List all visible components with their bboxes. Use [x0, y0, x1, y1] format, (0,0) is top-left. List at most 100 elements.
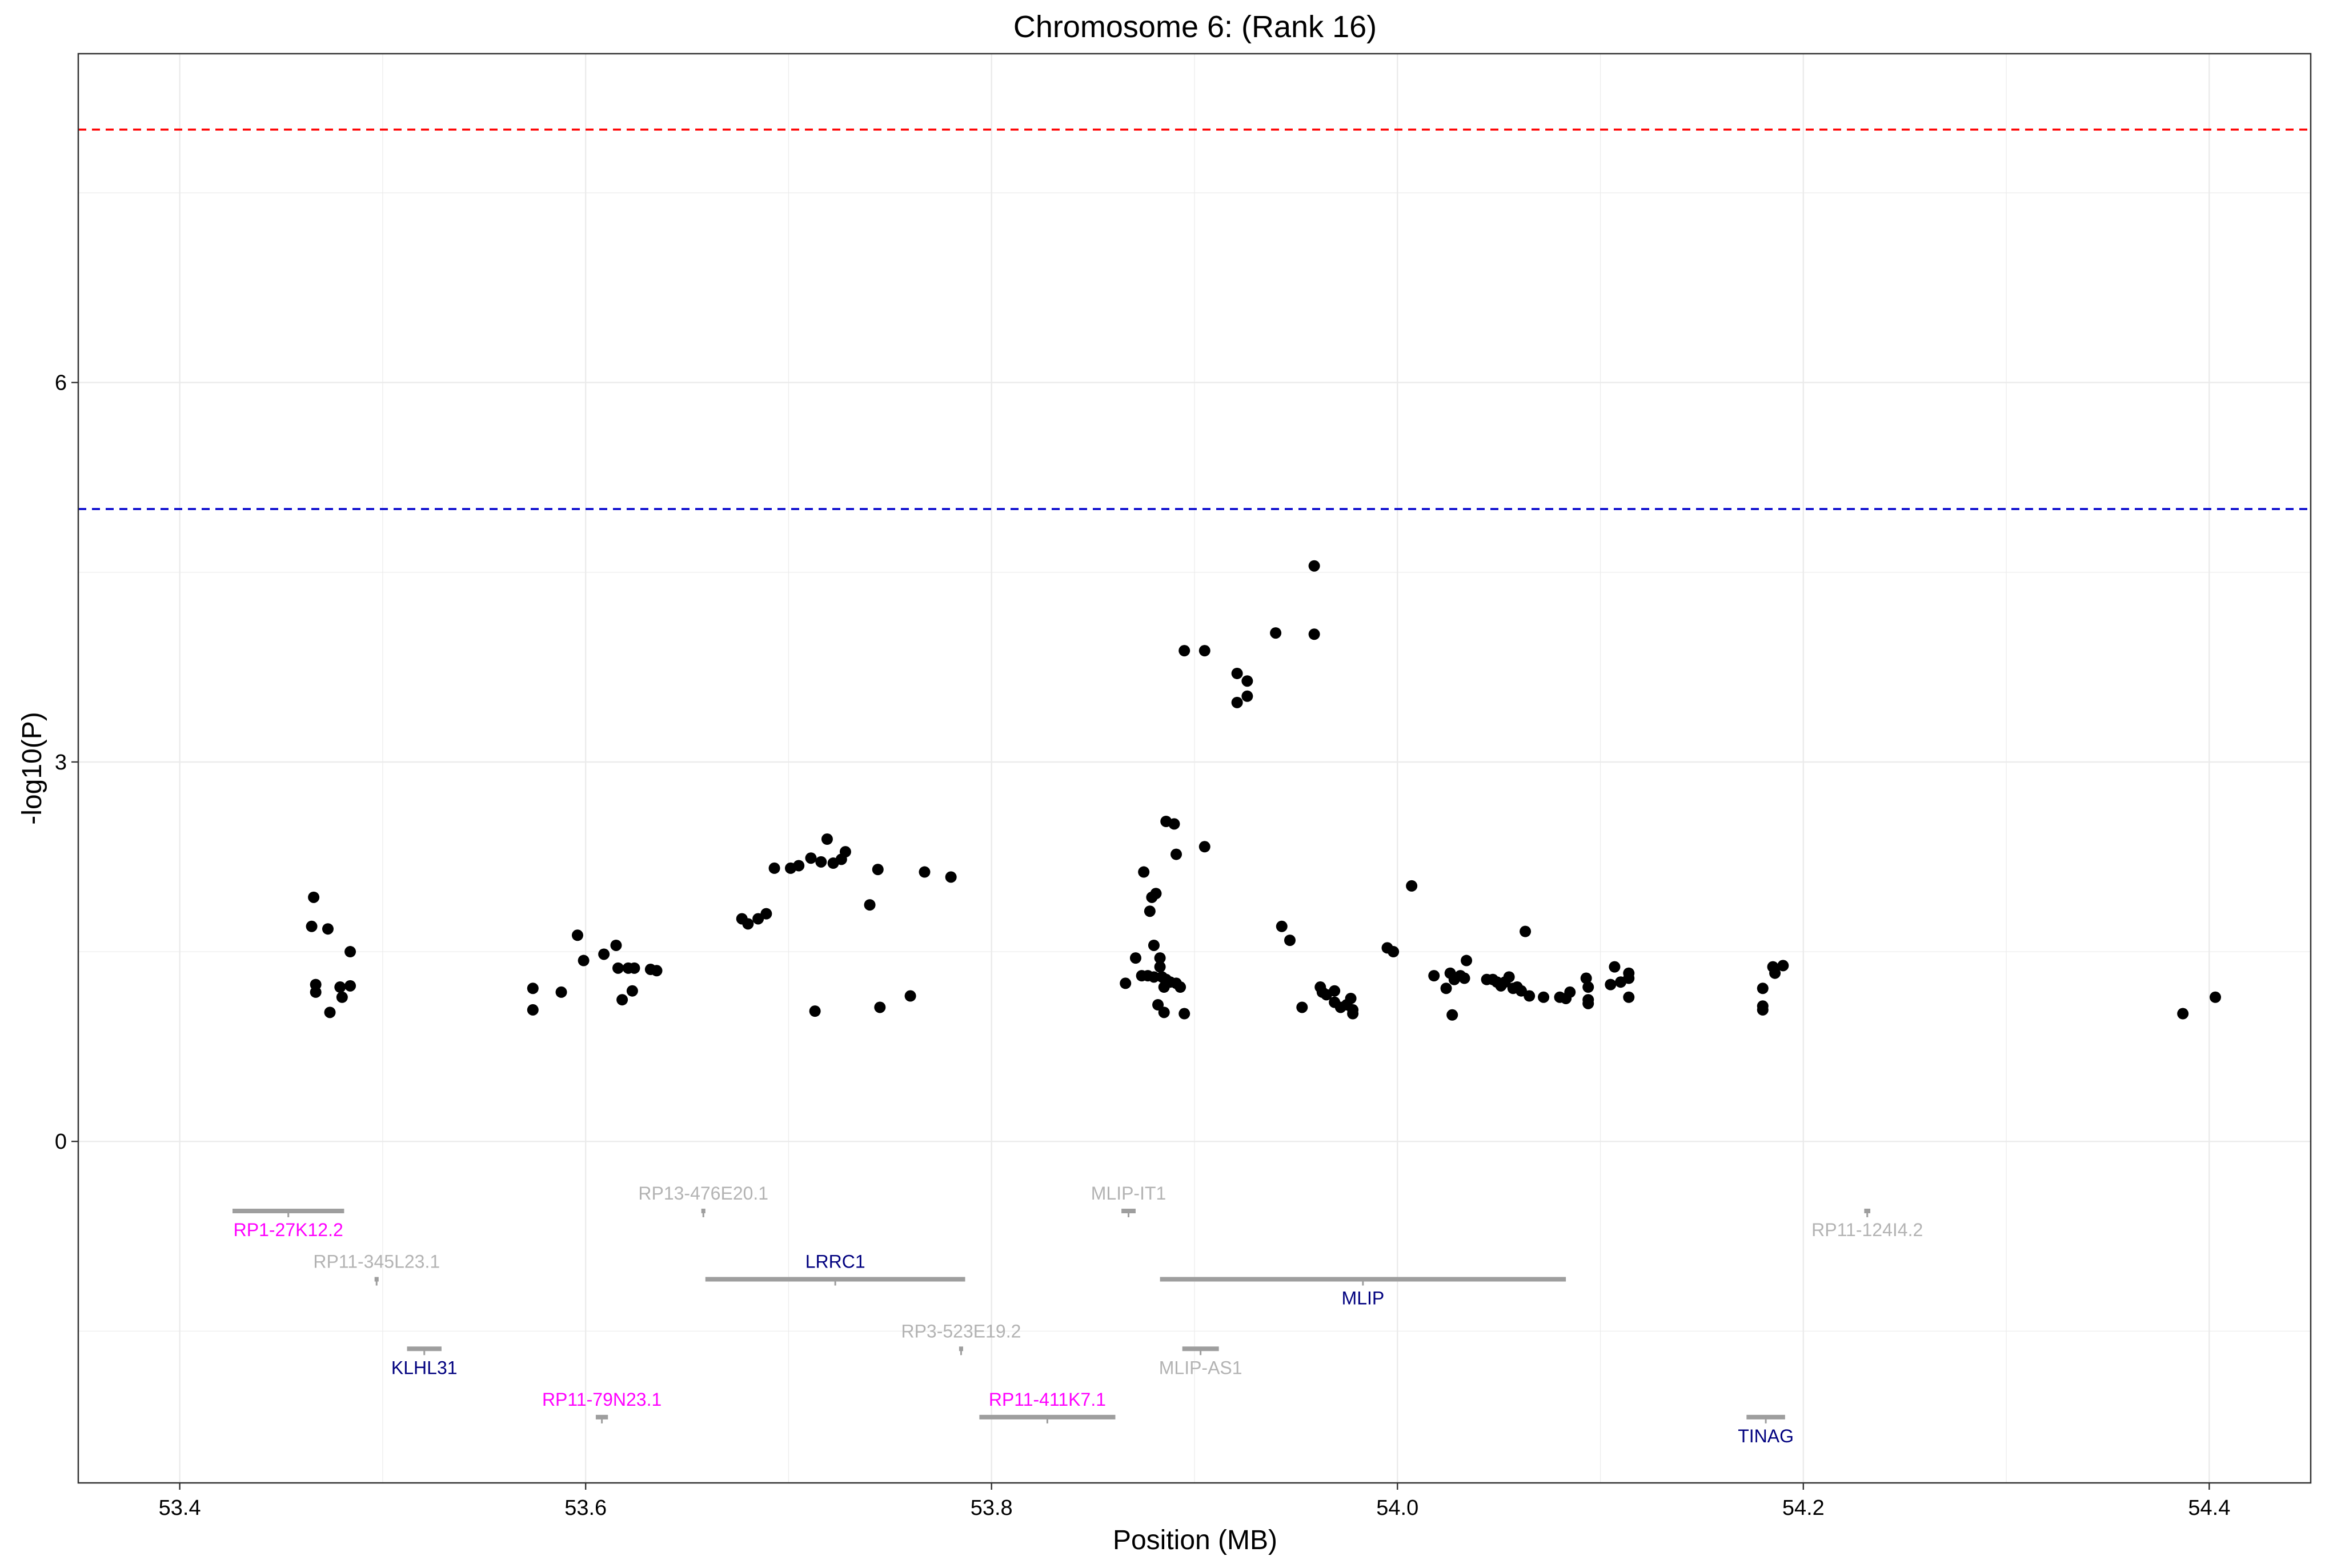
data-point [1148, 939, 1160, 951]
gene-label: MLIP-AS1 [1159, 1357, 1242, 1378]
data-point [308, 891, 320, 903]
data-point [1428, 970, 1440, 982]
data-point [336, 991, 348, 1003]
data-point [805, 852, 817, 864]
y-axis-title: -log10(P) [17, 712, 47, 824]
data-point [809, 1005, 821, 1017]
data-point [1296, 1001, 1308, 1013]
data-point [919, 866, 931, 878]
data-point [1769, 967, 1781, 979]
data-point [1388, 946, 1400, 958]
data-point [1174, 981, 1186, 993]
chart-title: Chromosome 6: (Rank 16) [1013, 10, 1377, 44]
data-point [793, 860, 805, 872]
x-axis-title: Position (MB) [1113, 1525, 1277, 1555]
data-point [1308, 628, 1320, 640]
data-point [1582, 981, 1594, 993]
data-point [1757, 982, 1769, 994]
data-point [1120, 977, 1132, 989]
data-point [1241, 675, 1253, 687]
data-point [1345, 992, 1357, 1004]
data-point [628, 962, 640, 974]
data-point [651, 965, 663, 977]
data-point [527, 1004, 539, 1016]
data-point [1170, 848, 1182, 860]
gene-label: RP11-411K7.1 [989, 1389, 1106, 1410]
data-point [904, 990, 916, 1002]
data-point [760, 908, 772, 920]
data-point [334, 981, 346, 993]
y-tick-label: 3 [55, 751, 67, 775]
data-point [1538, 991, 1550, 1003]
x-tick-label: 53.6 [564, 1496, 607, 1520]
data-point [1605, 979, 1617, 990]
data-point [1158, 1006, 1170, 1018]
data-point [1178, 645, 1190, 657]
data-point [322, 923, 334, 935]
data-point [306, 920, 318, 932]
gene-label: TINAG [1738, 1426, 1794, 1446]
gene-label: MLIP-IT1 [1091, 1183, 1166, 1204]
data-point [1198, 645, 1210, 657]
data-point [1154, 961, 1166, 973]
data-point [1270, 627, 1282, 639]
y-axis: 0 3 6 [55, 371, 78, 1154]
data-point [742, 918, 754, 930]
data-point [839, 846, 851, 858]
data-point [1582, 997, 1594, 1009]
x-tick-label: 54.0 [1376, 1496, 1418, 1520]
gene-label: RP11-79N23.1 [542, 1389, 662, 1410]
data-point [1150, 888, 1162, 900]
data-point [626, 985, 638, 997]
data-point [1198, 841, 1210, 853]
data-point [1148, 971, 1160, 983]
x-tick-label: 53.8 [971, 1496, 1013, 1520]
data-point [1564, 986, 1576, 998]
data-point [1168, 818, 1180, 830]
reference-lines [78, 129, 2311, 510]
data-point [610, 939, 622, 951]
data-point [1609, 961, 1621, 973]
gene-label: RP11-124I4.2 [1811, 1220, 1923, 1240]
data-point [1623, 991, 1635, 1003]
y-tick-label: 0 [55, 1130, 67, 1154]
gridlines [78, 54, 2311, 1483]
data-point [324, 1006, 336, 1018]
data-point [1623, 972, 1635, 984]
data-point [1524, 990, 1536, 1002]
data-point [1231, 667, 1243, 679]
data-point [1231, 696, 1243, 708]
data-point [2210, 991, 2222, 1003]
x-tick-label: 54.4 [2188, 1496, 2230, 1520]
data-point [1458, 972, 1470, 984]
data-point [945, 871, 957, 883]
gene-label: RP1-27K12.2 [234, 1220, 343, 1240]
y-tick-label: 6 [55, 371, 67, 395]
gene-label: RP13-476E20.1 [638, 1183, 768, 1204]
data-point [1158, 981, 1170, 993]
data-point [1520, 925, 1532, 937]
data-point [1503, 971, 1515, 983]
data-point [1406, 880, 1418, 892]
data-point [344, 946, 356, 958]
data-point [1178, 1008, 1190, 1020]
data-point [1138, 866, 1150, 878]
data-point [1580, 972, 1592, 984]
data-point [821, 833, 833, 845]
data-point [1144, 905, 1156, 917]
data-point [1129, 952, 1141, 964]
gene-label: LRRC1 [805, 1252, 865, 1272]
data-point [612, 962, 624, 974]
data-point [864, 899, 876, 911]
data-point [768, 862, 780, 874]
data-point [874, 1001, 886, 1013]
data-points [306, 560, 2222, 1021]
data-point [344, 980, 356, 992]
plot-panel: RP1-27K12.2 RP13-476E20.1 MLIP-IT1 RP11-124… [77, 53, 2312, 1484]
data-point [2177, 1008, 2189, 1020]
data-point [527, 982, 539, 994]
data-point [1308, 560, 1320, 572]
data-point [555, 986, 567, 998]
data-point [1347, 1008, 1359, 1020]
data-point [1757, 1004, 1769, 1016]
